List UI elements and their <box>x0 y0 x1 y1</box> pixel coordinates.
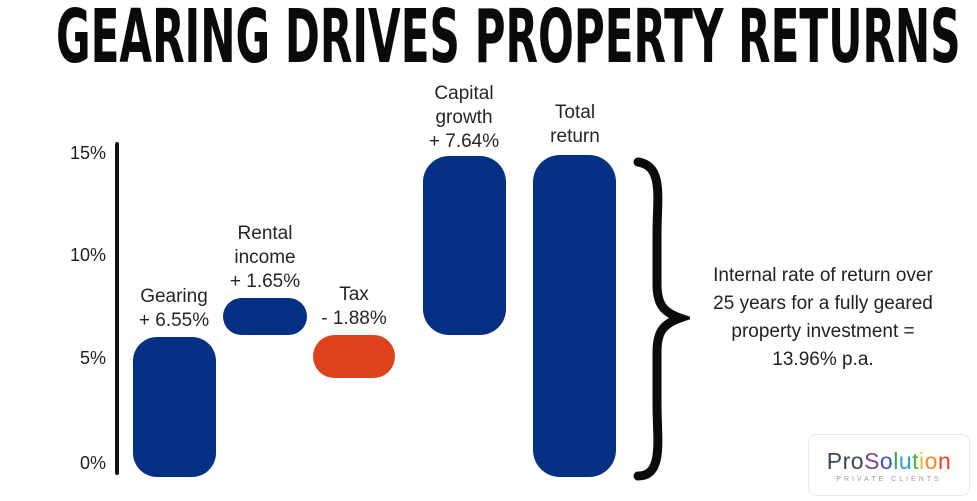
label-rental-income: Rental income + 1.65% <box>230 222 300 294</box>
logo-colored-letters: Solution <box>864 448 952 474</box>
label-tax: Tax - 1.88% <box>321 283 386 331</box>
bar-total-return <box>533 155 616 477</box>
y-tick-5: 5% <box>79 348 106 368</box>
logo-wordmark: ProSolution <box>827 449 951 474</box>
y-tick-0: 0% <box>79 453 106 473</box>
label-line: Gearing <box>140 286 208 307</box>
annotation-line: 13.96% p.a. <box>772 349 874 370</box>
curly-brace-icon <box>633 157 690 481</box>
label-value: + 1.65% <box>229 271 301 292</box>
label-total-return: Total return <box>550 101 600 149</box>
label-value: - 1.88% <box>321 308 387 329</box>
annotation-line: 25 years for a fully geared <box>713 293 933 314</box>
bar-capital-growth <box>423 156 506 335</box>
label-line: income <box>234 247 296 268</box>
logo-tagline: PRIVATE CLIENTS <box>836 476 942 483</box>
bar-tax <box>313 335 395 378</box>
annotation-line: Internal rate of return over <box>713 265 933 286</box>
label-line: growth <box>435 107 493 128</box>
label-capital-growth: Capital growth + 7.64% <box>429 82 499 154</box>
y-tick-15: 15% <box>69 143 106 163</box>
y-axis-line <box>115 142 119 475</box>
label-line: Total <box>554 102 596 123</box>
prosolution-logo: ProSolution PRIVATE CLIENTS <box>808 434 970 496</box>
irr-annotation: Internal rate of return over 25 years fo… <box>713 262 933 374</box>
label-line: return <box>550 126 600 147</box>
label-line: Tax <box>339 284 369 305</box>
bar-rental-income <box>223 298 307 335</box>
label-value: + 7.64% <box>428 131 500 152</box>
y-tick-10: 10% <box>69 245 106 265</box>
label-line: Rental <box>237 223 293 244</box>
label-value: + 6.55% <box>138 310 210 331</box>
page-title: GEARING DRIVES PROPERTY RETURNS <box>56 0 961 80</box>
annotation-line: property investment = <box>731 321 915 342</box>
label-line: Capital <box>434 83 494 104</box>
label-gearing: Gearing + 6.55% <box>139 285 209 333</box>
bar-gearing <box>133 337 216 477</box>
logo-prefix: Pro <box>826 448 865 474</box>
